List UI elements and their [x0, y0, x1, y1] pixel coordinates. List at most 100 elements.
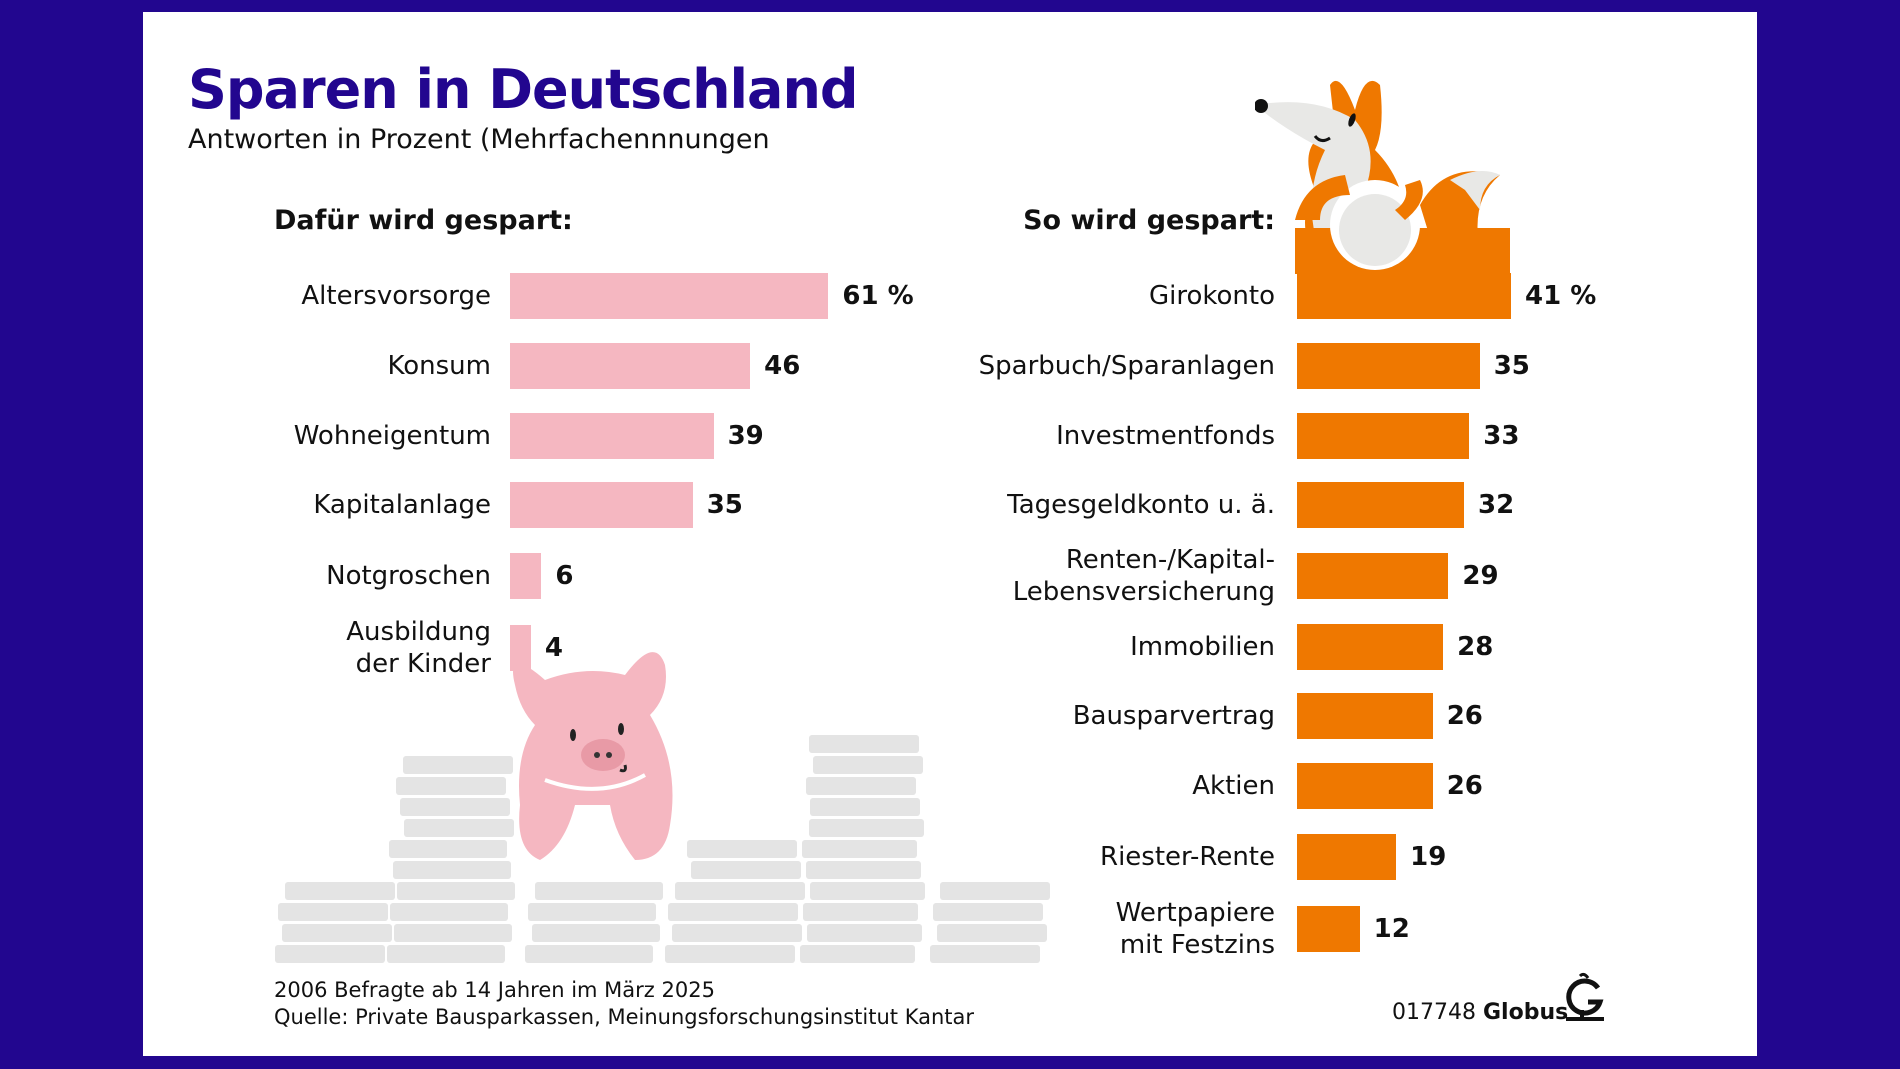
value-label: 26 [1446, 701, 1483, 731]
category-label: Renten-/Kapital- Lebensversicherung [1013, 544, 1275, 608]
bar [510, 482, 693, 528]
bar [1297, 273, 1512, 319]
value-label: 33 [1483, 421, 1520, 451]
coin [396, 777, 506, 795]
coin [687, 840, 797, 858]
category-label-line: Immobilien [1130, 632, 1275, 662]
bar [1297, 553, 1449, 599]
coin [688, 903, 798, 921]
value-label: 28 [1457, 632, 1494, 662]
brand-name: Globus [1482, 1000, 1569, 1025]
left-chart-title: Dafür wird gespart: [274, 205, 573, 236]
category-label-line: mit Festzins [1119, 930, 1275, 960]
coin [278, 903, 388, 921]
coin [808, 903, 918, 921]
bar [1297, 763, 1433, 809]
category-label-line: der Kinder [355, 649, 491, 679]
globus-logo-icon [1566, 972, 1604, 1021]
bar [1297, 413, 1470, 459]
bar [510, 413, 714, 459]
category-label: Bausparvertrag [1073, 700, 1275, 732]
coin [811, 861, 921, 879]
category-label-line: Bausparvertrag [1072, 701, 1275, 731]
coin [809, 735, 919, 753]
coin [550, 924, 660, 942]
category-label: Konsum [388, 350, 492, 382]
category-label: Ausbildung der Kinder [346, 616, 491, 680]
category-label: Tagesgeldkonto u. ä. [1007, 489, 1275, 521]
value-label: 19 [1410, 842, 1447, 872]
category-label-line: Tagesgeldkonto u. ä. [1007, 490, 1275, 520]
category-label-line: Investmentfonds [1056, 421, 1275, 451]
footer-source: Quelle: Private Bausparkassen, Meinungsf… [274, 1005, 975, 1029]
category-label: Notgroschen [326, 560, 491, 592]
value-label: 61 % [842, 281, 914, 311]
coin [814, 819, 924, 837]
coin [546, 903, 656, 921]
coin [815, 882, 925, 900]
subtitle: Antworten in Prozent (Mehrfachennnungen [188, 124, 770, 155]
bar [1297, 693, 1433, 739]
category-label: Immobilien [1130, 631, 1275, 663]
category-label-line: Wertpapiere [1115, 898, 1275, 928]
coin [400, 798, 510, 816]
coin [937, 924, 1047, 942]
bar [1297, 906, 1360, 952]
category-label: Riester-Rente [1100, 841, 1275, 873]
coin [933, 903, 1043, 921]
category-label: Kapitalanlage [313, 489, 491, 521]
bar [1297, 343, 1480, 389]
credit: 017748 Globus [1392, 1000, 1568, 1025]
category-label-line: Sparbuch/Sparanlagen [978, 351, 1275, 381]
category-label: Wohneigentum [294, 420, 491, 452]
category-label-line: Girokonto [1148, 281, 1275, 311]
bar [510, 273, 829, 319]
value-label: 39 [727, 421, 764, 451]
category-label: Investmentfonds [1056, 420, 1275, 452]
value-label: 4 [544, 633, 563, 663]
coin [402, 924, 512, 942]
category-label-line: Ausbildung [346, 617, 491, 647]
coin [398, 903, 508, 921]
coin [810, 798, 920, 816]
category-label-line: Konsum [387, 351, 492, 381]
coin [282, 924, 392, 942]
coin [405, 882, 515, 900]
coin [285, 882, 395, 900]
coin [805, 945, 915, 963]
page-title: Sparen in Deutschland [188, 58, 859, 121]
coin [553, 882, 663, 900]
footer-note: 2006 Befragte ab 14 Jahren im März 2025 [274, 978, 715, 1002]
category-label-line: Aktien [1192, 771, 1275, 801]
category-label-line: Altersvorsorge [301, 281, 491, 311]
value-label: 6 [555, 561, 574, 591]
bar [1297, 482, 1465, 528]
coin [812, 924, 922, 942]
coin [813, 756, 923, 774]
right-chart-title: So wird gespart: [1023, 205, 1275, 236]
graphic-id: 017748 [1392, 1000, 1476, 1025]
value-label: 41 % [1525, 281, 1597, 311]
category-label: Sparbuch/Sparanlagen [979, 350, 1275, 382]
coin [403, 756, 513, 774]
value-label: 12 [1373, 914, 1410, 944]
coin [807, 840, 917, 858]
coin [395, 945, 505, 963]
value-label: 35 [706, 490, 743, 520]
bar [1297, 834, 1397, 880]
coin [930, 945, 1040, 963]
coin [691, 861, 801, 879]
coin [806, 777, 916, 795]
value-label: 32 [1478, 490, 1515, 520]
coin [940, 882, 1050, 900]
category-label-line: Wohneigentum [293, 421, 491, 451]
category-label-line: Notgroschen [326, 561, 491, 591]
coin [275, 945, 385, 963]
value-label: 46 [764, 351, 801, 381]
fox-illustration [1255, 80, 1510, 274]
bar [510, 553, 542, 599]
bar [510, 343, 751, 389]
bar [510, 625, 531, 671]
category-label: Girokonto [1149, 280, 1275, 312]
